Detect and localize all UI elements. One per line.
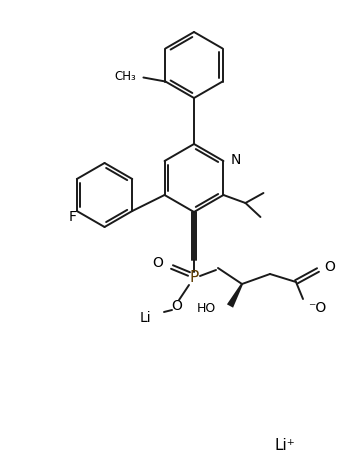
- Polygon shape: [227, 283, 243, 308]
- Text: O: O: [324, 260, 335, 274]
- Text: P: P: [189, 271, 199, 286]
- Text: HO: HO: [197, 303, 216, 316]
- Text: O: O: [152, 256, 163, 270]
- Text: Li⁺: Li⁺: [275, 438, 295, 453]
- Text: ⁻O: ⁻O: [308, 301, 326, 315]
- Text: F: F: [69, 210, 77, 224]
- Text: N: N: [230, 153, 241, 167]
- Text: O: O: [172, 299, 182, 313]
- Text: Li: Li: [140, 311, 151, 325]
- Text: CH₃: CH₃: [115, 70, 136, 83]
